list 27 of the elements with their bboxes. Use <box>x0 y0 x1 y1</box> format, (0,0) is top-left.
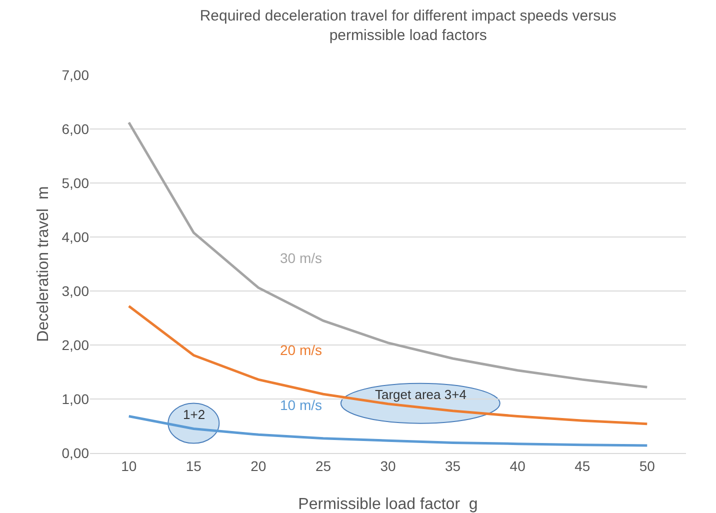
x-tick-label: 50 <box>639 458 656 474</box>
y-tick-label: 5,00 <box>62 174 90 191</box>
x-tick-label: 25 <box>315 458 332 474</box>
x-tick-label: 45 <box>574 458 590 474</box>
y-tick-label: 3,00 <box>62 282 90 299</box>
line-series <box>128 304 648 426</box>
y-tick-label: 6,00 <box>62 120 90 137</box>
x-tick-label: 35 <box>444 458 461 474</box>
x-tick-label: 30 <box>380 458 396 474</box>
annotation: 1+2 <box>183 407 206 422</box>
x-tick-label: 15 <box>186 458 202 474</box>
x-axis-title: Permissible load factor g <box>298 496 478 513</box>
y-tick-label: 7,00 <box>62 66 90 83</box>
y-tick-label: 1,00 <box>62 390 90 407</box>
text: 30 m/s <box>280 250 322 266</box>
y-axis-title: Deceleration travel m <box>35 186 52 342</box>
y-tick-label: 4,00 <box>62 228 90 245</box>
x-tick-label: 40 <box>510 458 526 474</box>
y-tick-label: 2,00 <box>62 336 90 353</box>
x-tick-label: 10 <box>121 458 137 474</box>
line-series <box>128 121 648 388</box>
x-tick-label: 20 <box>250 458 266 474</box>
series-label: 10 m/s <box>280 397 322 413</box>
y-tick-label: 0,00 <box>62 444 90 461</box>
chart-title: Required deceleration travel for different impact speeds versus permissible load factors <box>200 8 616 44</box>
series-label: 20 m/s <box>280 342 322 358</box>
annotation: Target area 3+4 <box>375 387 466 402</box>
